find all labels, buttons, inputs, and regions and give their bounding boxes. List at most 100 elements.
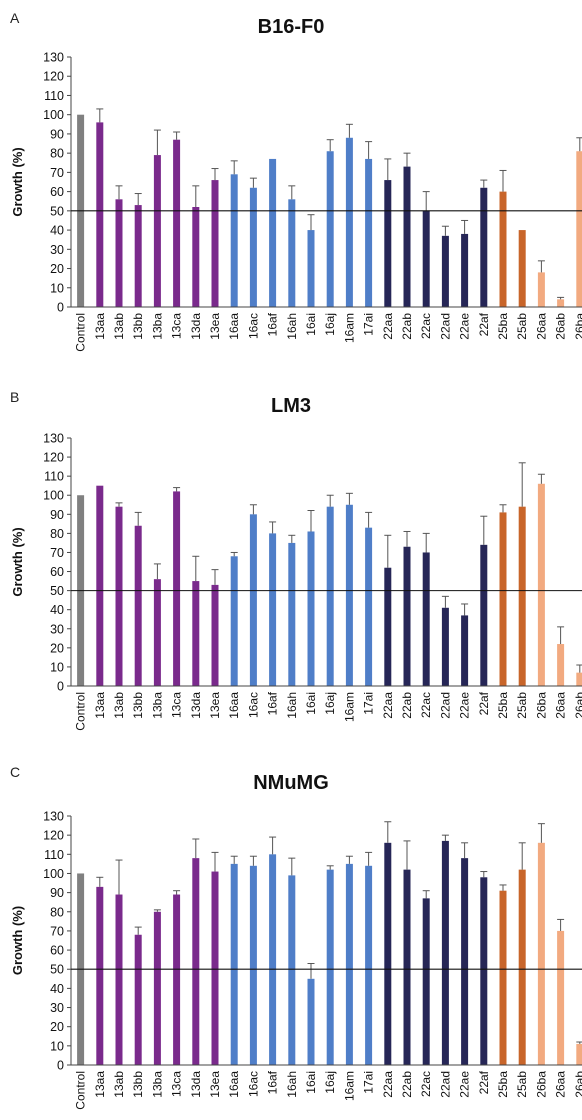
- x-tick-label: 25ba: [496, 1071, 510, 1098]
- bar: [269, 854, 277, 1065]
- bar: [499, 512, 507, 686]
- bar-chart: Growth (%) 0 10 20 30 40 50 60 70 80 90 100 110 120 13…: [10, 432, 582, 731]
- y-tick-label: 100: [43, 108, 64, 122]
- bar: [230, 863, 238, 1065]
- bar: [518, 869, 526, 1065]
- x-tick-label: 16aa: [227, 313, 241, 340]
- y-tick-label: 130: [43, 810, 64, 824]
- bar: [518, 230, 526, 307]
- bar: [96, 485, 104, 686]
- x-tick-label: Control: [74, 313, 88, 352]
- y-tick-label: 60: [50, 944, 64, 958]
- x-tick-label: 22af: [477, 1070, 491, 1094]
- bar: [384, 180, 392, 307]
- bar: [307, 230, 315, 307]
- bar: [288, 542, 296, 686]
- y-axis-label: Growth (%): [10, 527, 25, 596]
- panel-letter: C: [10, 764, 21, 780]
- bar: [537, 483, 545, 686]
- bar: [153, 155, 161, 307]
- bar: [499, 890, 507, 1065]
- bar: [518, 506, 526, 686]
- bar: [461, 615, 469, 686]
- x-tick-label: 16ac: [246, 1071, 260, 1097]
- x-tick-label: 16ah: [285, 313, 299, 340]
- bar: [211, 871, 219, 1065]
- bar: [461, 858, 469, 1065]
- bar: [326, 151, 334, 307]
- bar: [384, 842, 392, 1065]
- bar-chart: Growth (%) 0 10 20 30 40 50 60 70 80 90 100 110 120 13…: [10, 810, 582, 1110]
- bar-chart: Growth (%) 0 10 20 30 40 50 60 70 80 90 100 110 120 13…: [10, 51, 582, 352]
- panel-letter: B: [10, 389, 20, 405]
- x-tick-label: 13da: [189, 1071, 203, 1098]
- x-tick-label: 22ae: [458, 313, 472, 340]
- chart-title: B16-F0: [257, 16, 325, 38]
- x-tick-label: 16af: [266, 1070, 280, 1094]
- bar: [173, 491, 181, 686]
- bar: [537, 272, 545, 307]
- x-tick-label: 22ab: [400, 313, 414, 340]
- bar: [115, 894, 123, 1065]
- bar: [557, 644, 565, 686]
- x-tick-label: 25ba: [496, 313, 510, 340]
- x-tick-label: 16ai: [304, 313, 318, 336]
- x-tick-label: 13ba: [150, 692, 164, 719]
- bar: [365, 158, 373, 307]
- chart-title: LM3: [271, 395, 311, 417]
- x-tick-label: 17ai: [362, 1071, 376, 1094]
- x-tick-label: 16ac: [246, 692, 260, 718]
- x-tick-label: 16aj: [323, 313, 337, 336]
- bar: [499, 191, 507, 307]
- x-tick-label: 22ab: [400, 692, 414, 719]
- x-tick-label: 13bb: [131, 692, 145, 719]
- y-tick-label: 30: [50, 622, 64, 636]
- x-tick-label: 13aa: [93, 1071, 107, 1098]
- x-tick-label: 13aa: [93, 313, 107, 340]
- bar: [249, 865, 257, 1065]
- bar: [441, 840, 449, 1065]
- x-tick-label: 26ab: [573, 692, 582, 719]
- x-tick-label: Control: [74, 692, 88, 731]
- bar: [96, 122, 104, 307]
- chart-panel-a: A B16-F0 Growth (%) 0 10 20 30 40 50 60 70 80 90 10…: [0, 0, 582, 373]
- bar: [96, 886, 104, 1065]
- x-tick-label: 13ea: [208, 313, 222, 340]
- x-tick-label: 13ea: [208, 692, 222, 719]
- bar: [422, 210, 430, 307]
- bar: [173, 894, 181, 1065]
- y-tick-label: 0: [57, 301, 64, 315]
- x-tick-label: 26ab: [554, 313, 568, 340]
- y-tick-label: 70: [50, 166, 64, 180]
- bar: [557, 930, 565, 1065]
- x-tick-label: 16ac: [246, 313, 260, 339]
- x-tick-label: 16aj: [323, 692, 337, 715]
- x-tick-label: 16am: [342, 1071, 356, 1101]
- x-tick-label: 13ca: [170, 692, 184, 718]
- x-tick-label: 25ab: [515, 1071, 529, 1098]
- y-tick-label: 40: [50, 603, 64, 617]
- x-tick-label: 22ab: [400, 1071, 414, 1098]
- x-tick-label: 13ba: [150, 313, 164, 340]
- x-tick-label: 16ah: [285, 1071, 299, 1098]
- bar: [115, 506, 123, 686]
- x-tick-label: 13ca: [170, 313, 184, 339]
- x-tick-label: 25ba: [496, 692, 510, 719]
- x-tick-label: 22aa: [381, 1071, 395, 1098]
- y-tick-label: 20: [50, 1020, 64, 1034]
- y-tick-label: 10: [50, 660, 64, 674]
- y-tick-label: 0: [57, 680, 64, 694]
- y-tick-label: 90: [50, 886, 64, 900]
- x-tick-label: 13ab: [112, 692, 126, 719]
- x-tick-label: 13ca: [170, 1071, 184, 1097]
- bar: [288, 875, 296, 1065]
- chart-panel-b: B LM3 Growth (%) 0 10 20 30 40 50 60 70 80 90 100 11…: [0, 373, 582, 746]
- y-tick-label: 40: [50, 982, 64, 996]
- bar: [326, 869, 334, 1065]
- bar: [249, 514, 257, 686]
- x-tick-label: 26ba: [534, 1071, 548, 1098]
- y-tick-label: 120: [43, 451, 64, 465]
- x-tick-label: 26aa: [534, 313, 548, 340]
- y-tick-label: 20: [50, 641, 64, 655]
- bar: [134, 934, 142, 1065]
